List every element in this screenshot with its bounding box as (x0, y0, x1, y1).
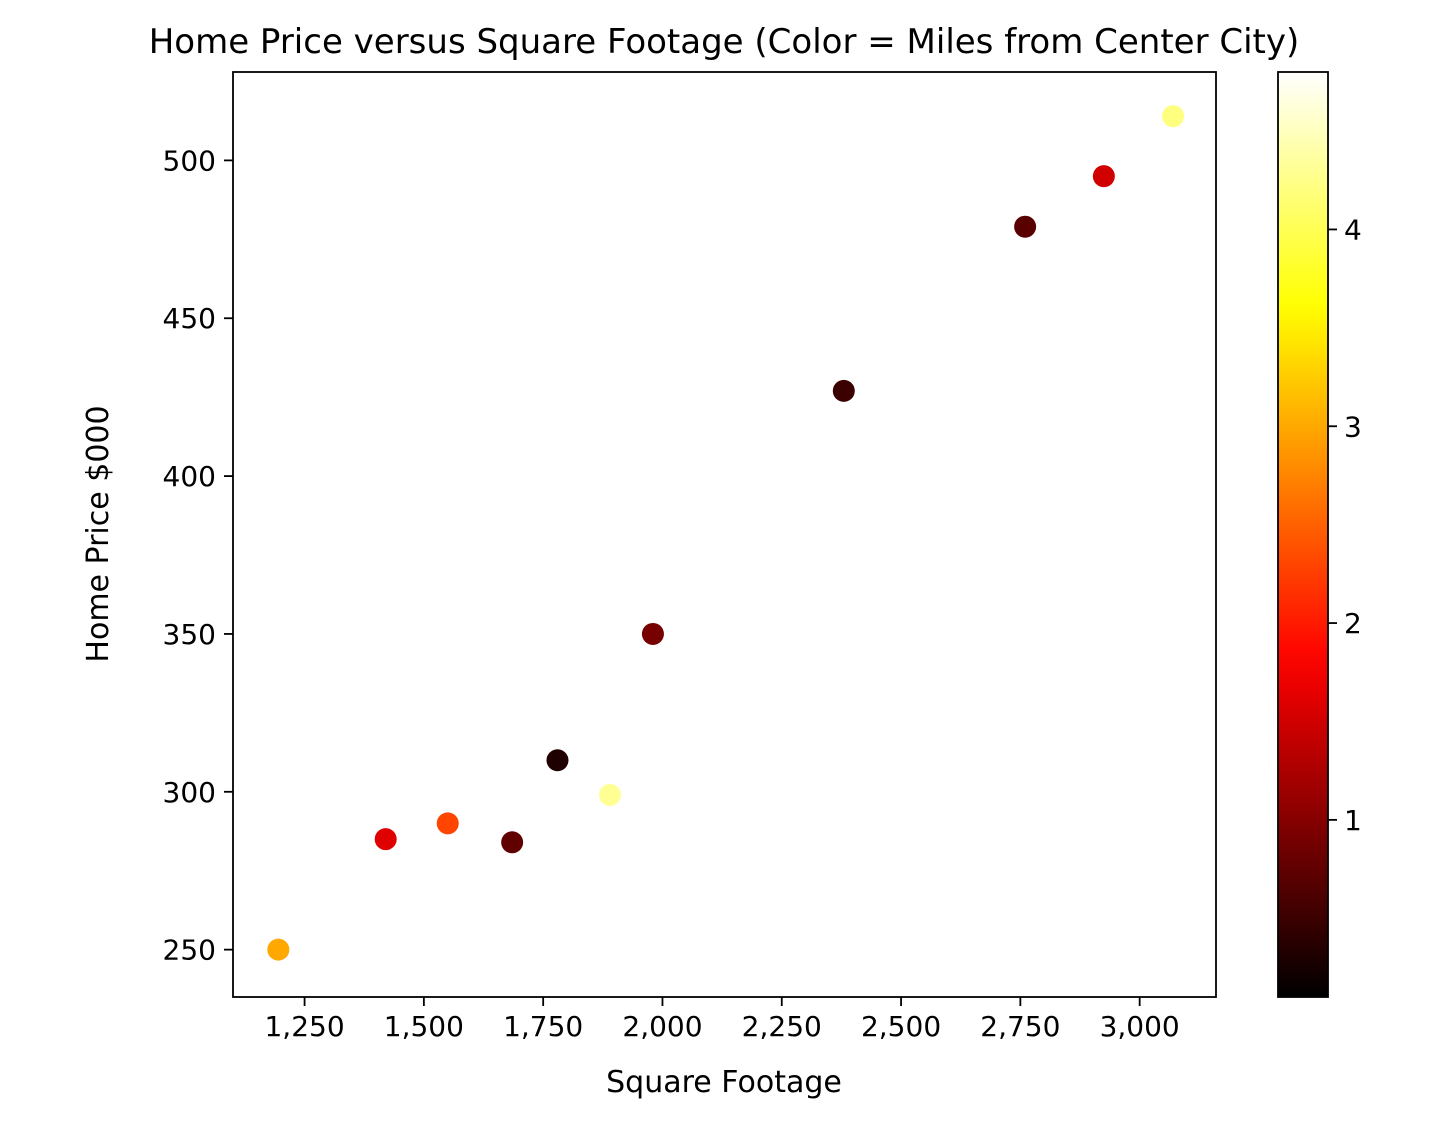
scatter-point (267, 938, 290, 961)
y-axis-label: Home Price $000 (81, 405, 116, 662)
x-tick-label: 1,500 (384, 1010, 464, 1043)
x-tick-label: 2,750 (980, 1010, 1060, 1043)
colorbar-tick-label: 4 (1344, 213, 1362, 246)
colorbar: 1 2 3 4 (1277, 71, 1362, 998)
y-tick-label: 350 (163, 618, 216, 651)
y-tick-label: 300 (163, 776, 216, 809)
y-tick-label: 500 (163, 144, 216, 177)
scatter-point (1092, 165, 1115, 188)
scatter-points (267, 105, 1185, 961)
scatter-point (1014, 215, 1037, 238)
x-tick-label: 1,750 (503, 1010, 583, 1043)
scatter-point (374, 828, 397, 851)
colorbar-gradient (1278, 72, 1328, 997)
scatter-point (832, 379, 855, 402)
x-tick-label: 2,000 (622, 1010, 702, 1043)
scatter-point (598, 783, 621, 806)
scatter-point (641, 622, 664, 645)
colorbar-border (1277, 71, 1329, 998)
plot-area: 1,250 1,500 1,750 2,000 2,250 2,500 2,750 3,000… (163, 71, 1217, 1043)
x-tick-label: 2,250 (742, 1010, 822, 1043)
y-tick-label: 250 (163, 934, 216, 967)
scatter-point (546, 749, 569, 772)
scatter-point (436, 812, 459, 835)
scatter-point (501, 831, 524, 854)
x-axis-label: Square Footage (606, 1065, 842, 1100)
y-tick-label: 450 (163, 302, 216, 335)
colorbar-tick-label: 2 (1344, 607, 1362, 640)
plot-border (232, 71, 1217, 998)
x-tick-label: 3,000 (1100, 1010, 1180, 1043)
x-tick-label: 1,250 (264, 1010, 344, 1043)
y-tick-label: 400 (163, 460, 216, 493)
x-tick-label: 2,500 (861, 1010, 941, 1043)
colorbar-tick-label: 3 (1344, 410, 1362, 443)
colorbar-tick-label: 1 (1344, 804, 1362, 837)
chart-title: Home Price versus Square Footage (Color … (149, 22, 1300, 62)
scatter-point (1162, 105, 1185, 128)
